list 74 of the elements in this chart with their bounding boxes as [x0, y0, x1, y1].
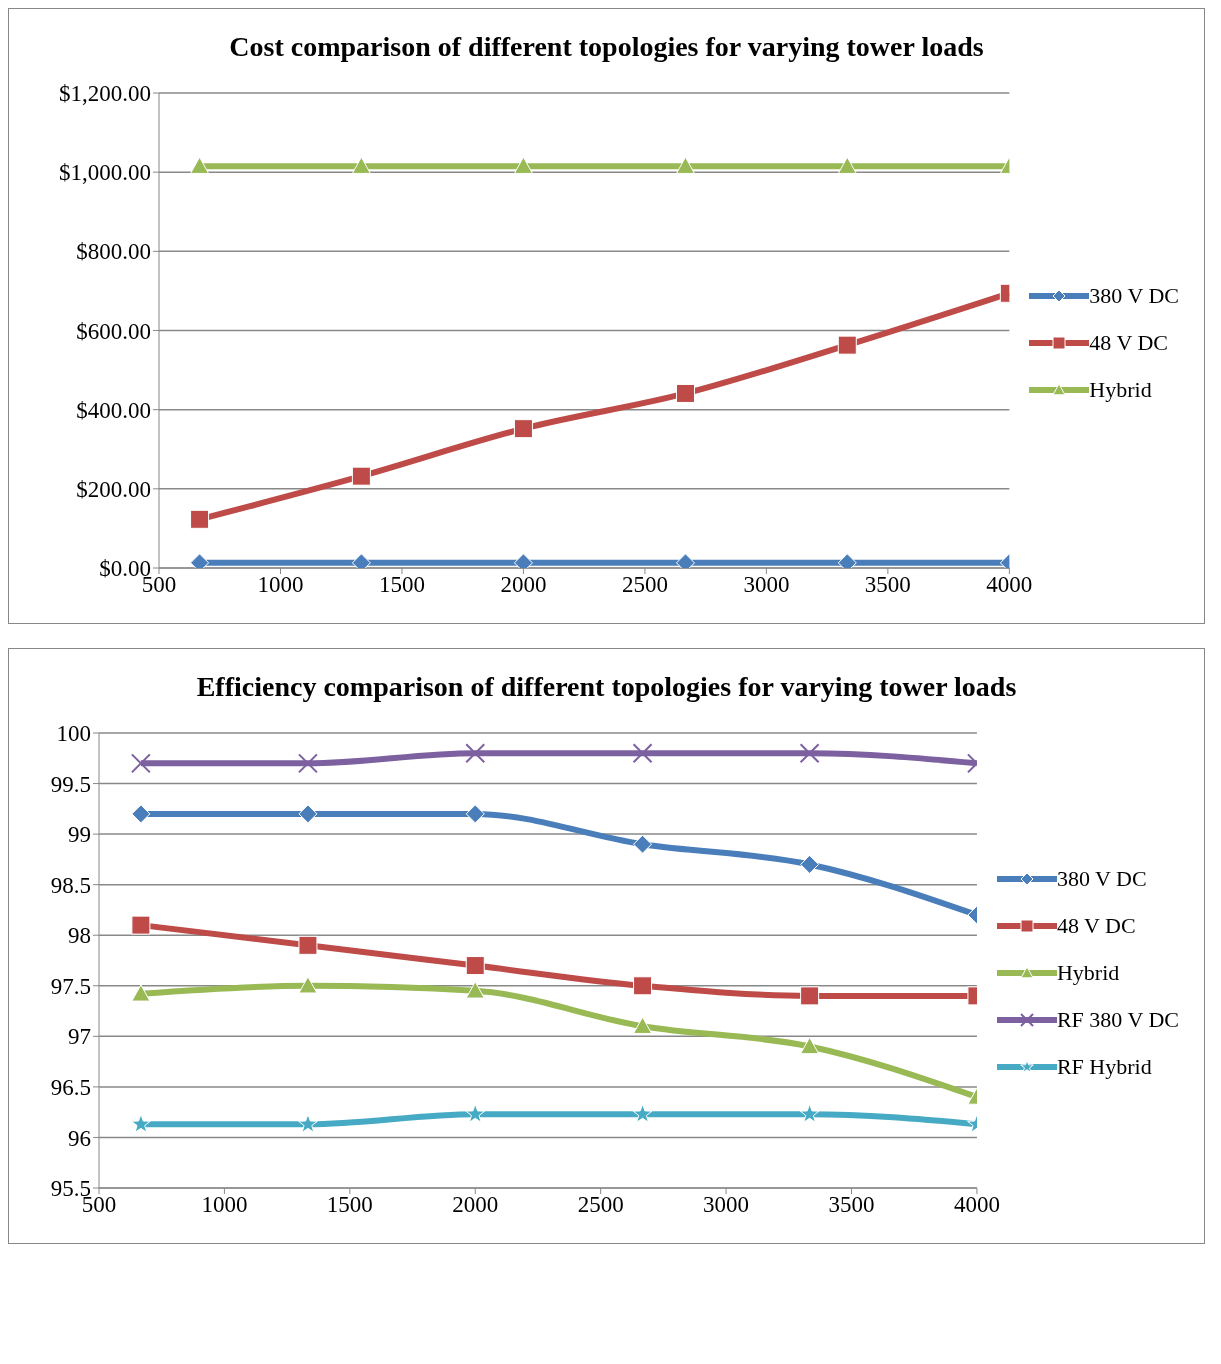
- point: [298, 1113, 318, 1133]
- x-tick-label: 2000: [452, 1192, 499, 1218]
- point: [632, 743, 653, 764]
- point: [800, 986, 820, 1006]
- chart-title: Efficiency comparison of different topologies for varying tower loads: [195, 670, 1018, 703]
- x-tick-label: 2500: [577, 1192, 624, 1218]
- y-tick-label: $200.00: [76, 477, 151, 502]
- x-tick-label: 3500: [864, 572, 911, 598]
- point: [298, 976, 318, 994]
- legend-label: Hybrid: [1056, 960, 1120, 986]
- y-tick-label: 99.5: [50, 771, 91, 797]
- y-tick-label: 98: [68, 923, 91, 949]
- point: [297, 753, 318, 774]
- x-tick-label: 2000: [500, 572, 547, 598]
- point: [800, 854, 820, 874]
- y-tick-label: 96.5: [50, 1075, 91, 1101]
- point: [130, 1113, 151, 1133]
- y-tick-label: 97: [68, 1024, 91, 1050]
- x-tick-label: 4000: [986, 572, 1033, 598]
- point: [675, 383, 695, 403]
- point: [190, 156, 210, 174]
- x-tick-label: 2500: [621, 572, 668, 598]
- y-tick-label: $800.00: [76, 239, 151, 265]
- y-tick-label: $1,000.00: [59, 160, 151, 186]
- point: [675, 156, 695, 174]
- point: [633, 1016, 653, 1034]
- point: [351, 466, 371, 486]
- x-tick-label: 3500: [828, 1192, 875, 1218]
- x-tick-label: 3000: [743, 572, 790, 598]
- point: [298, 804, 318, 824]
- y-tick-label: $600.00: [76, 318, 151, 344]
- legend-label: 380 V DC: [1056, 866, 1147, 892]
- y-tick-label: 97.5: [50, 973, 91, 999]
- legend-label: 48 V DC: [1089, 330, 1168, 356]
- legend-label: 380 V DC: [1089, 283, 1179, 309]
- x-tick-label: 3000: [703, 1192, 750, 1218]
- x-tick-label: 1000: [201, 1192, 248, 1218]
- x-tick-label: 4000: [953, 1192, 1000, 1218]
- point: [633, 834, 653, 854]
- point: [465, 956, 485, 976]
- point: [351, 156, 371, 174]
- y-tick-label: $1,200.00: [59, 81, 151, 107]
- point: [465, 1103, 486, 1123]
- point: [298, 935, 318, 955]
- point: [799, 743, 820, 764]
- legend-label: Hybrid: [1089, 377, 1152, 403]
- point: [131, 804, 151, 824]
- point: [837, 335, 857, 355]
- point: [131, 984, 151, 1002]
- point: [190, 509, 210, 529]
- point: [800, 1036, 820, 1055]
- y-tick-label: 96: [68, 1125, 91, 1151]
- point: [513, 419, 533, 439]
- x-tick-label: 1000: [257, 572, 304, 598]
- y-tick-label: 98.5: [50, 872, 91, 898]
- point: [130, 753, 151, 774]
- point: [465, 981, 485, 999]
- y-tick-label: $400.00: [76, 397, 151, 423]
- point: [465, 804, 485, 824]
- point: [632, 1103, 653, 1123]
- legend-label: 48 V DC: [1056, 913, 1136, 939]
- legend-label: RF 380 V DC: [1056, 1007, 1179, 1033]
- point: [837, 156, 857, 174]
- legend-label: RF Hybrid: [1056, 1054, 1152, 1080]
- y-tick-label: 100: [56, 721, 91, 747]
- point: [799, 1103, 820, 1123]
- point: [465, 743, 486, 764]
- point: [131, 915, 151, 935]
- point: [633, 976, 653, 996]
- point: [513, 156, 533, 174]
- chart-title: Cost comparison of different topologies for varying tower loads: [228, 30, 985, 63]
- x-tick-label: 1500: [378, 572, 425, 598]
- x-tick-label: 1500: [326, 1192, 373, 1218]
- y-tick-label: 99: [68, 822, 91, 848]
